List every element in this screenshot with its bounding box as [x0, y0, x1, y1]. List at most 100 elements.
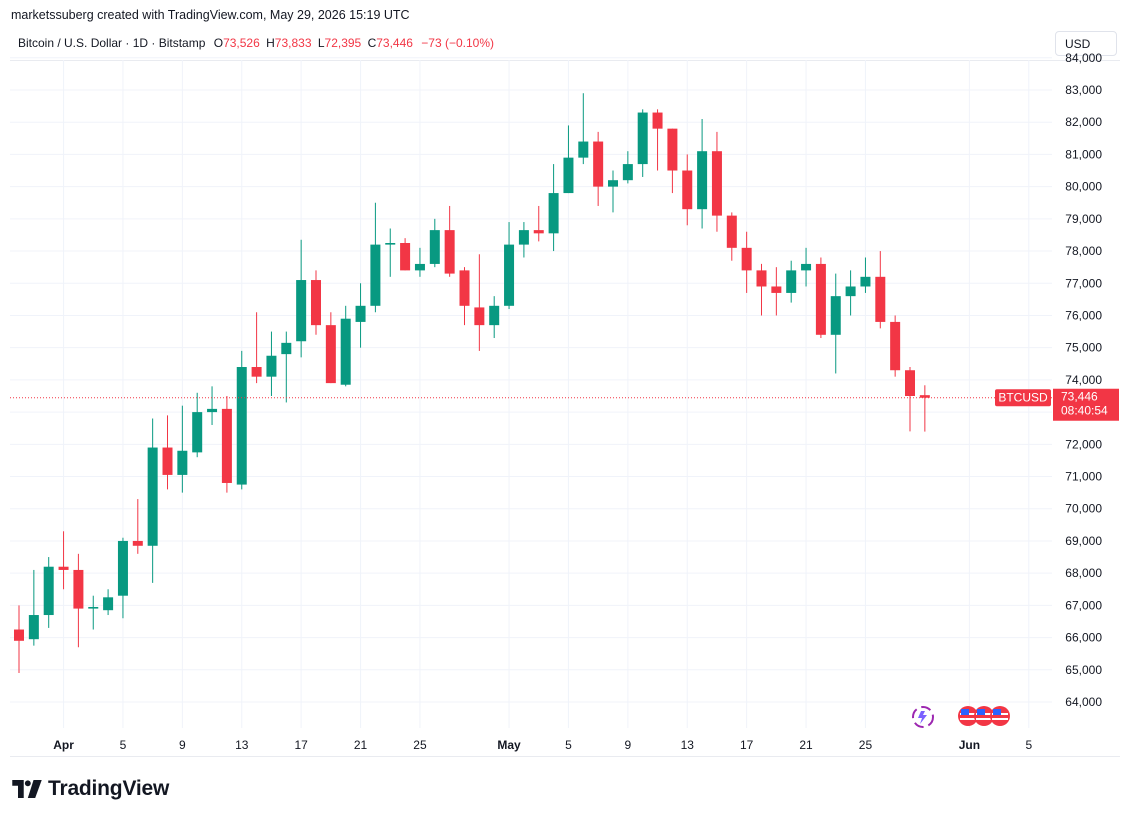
candle[interactable] — [593, 131, 604, 206]
candle[interactable] — [147, 418, 158, 583]
x-tick-label: 17 — [294, 738, 308, 752]
candle[interactable] — [919, 385, 930, 432]
candle-body — [593, 141, 604, 187]
economic-events-icon[interactable] — [912, 706, 934, 728]
candle-body — [192, 412, 203, 453]
candle[interactable] — [296, 239, 307, 358]
price-label-badge: BTCUSD 73,446 08:40:54 — [995, 388, 1119, 421]
candle[interactable] — [340, 305, 351, 387]
candle[interactable] — [132, 499, 143, 554]
candle[interactable] — [14, 605, 24, 674]
price-axis: 64,000 65,000 66,000 67,000 68,000 69,000 70,0… — [1065, 51, 1102, 709]
candle-body — [652, 112, 663, 129]
x-tick-label: 13 — [681, 738, 695, 752]
candle[interactable] — [207, 386, 218, 425]
candle-body — [518, 230, 529, 245]
candle[interactable] — [518, 222, 529, 258]
candle[interactable] — [786, 260, 797, 303]
candle[interactable] — [608, 170, 618, 213]
candle[interactable] — [221, 396, 232, 493]
candle[interactable] — [726, 212, 737, 261]
candle[interactable] — [43, 557, 54, 628]
candle[interactable] — [533, 205, 544, 242]
candle[interactable] — [489, 296, 500, 339]
candle[interactable] — [741, 231, 752, 293]
candle[interactable] — [236, 350, 247, 490]
brand-name: TradingView — [48, 777, 170, 800]
candle-body — [251, 367, 262, 377]
candle[interactable] — [845, 270, 856, 316]
candle[interactable] — [905, 367, 915, 432]
candle[interactable] — [830, 273, 841, 374]
high-value: 73,833 — [274, 36, 312, 50]
candle[interactable] — [622, 151, 633, 184]
candle[interactable] — [88, 595, 99, 630]
candle[interactable] — [325, 312, 336, 384]
candle[interactable] — [890, 315, 901, 377]
candle[interactable] — [756, 263, 767, 316]
candle[interactable] — [697, 118, 708, 229]
candle[interactable] — [311, 270, 321, 335]
candle[interactable] — [266, 331, 277, 396]
y-tick-label: 70,000 — [1065, 502, 1102, 516]
candle-body — [103, 597, 114, 611]
candle[interactable] — [103, 589, 114, 616]
candle-body — [207, 408, 218, 413]
y-tick-label: 69,000 — [1065, 534, 1102, 548]
candle[interactable] — [385, 228, 396, 277]
candle[interactable] — [682, 154, 693, 226]
candle[interactable] — [162, 415, 173, 490]
candle[interactable] — [504, 222, 515, 310]
candle-body — [786, 270, 797, 293]
candle[interactable] — [117, 537, 128, 619]
candle[interactable] — [860, 257, 871, 293]
tradingview-brand[interactable]: TradingView — [12, 776, 169, 802]
candle[interactable] — [444, 205, 455, 277]
candle[interactable] — [177, 405, 188, 493]
x-tick-label: 21 — [354, 738, 368, 752]
candle[interactable] — [474, 254, 485, 351]
candle-body — [697, 151, 708, 210]
candle[interactable] — [815, 257, 826, 339]
candle[interactable] — [711, 131, 722, 232]
y-tick-label: 80,000 — [1065, 180, 1102, 194]
candle[interactable] — [281, 331, 292, 403]
candle[interactable] — [429, 218, 440, 268]
candle[interactable] — [400, 238, 411, 271]
candle[interactable] — [414, 247, 425, 277]
candle[interactable] — [28, 569, 39, 646]
candle-body — [637, 112, 648, 165]
candle[interactable] — [355, 283, 366, 348]
us-flag-icon[interactable] — [958, 706, 1010, 726]
candle[interactable] — [459, 267, 470, 326]
candle[interactable] — [370, 202, 381, 313]
candle[interactable] — [667, 128, 678, 194]
candle[interactable] — [251, 312, 262, 384]
y-tick-label: 81,000 — [1065, 147, 1102, 161]
us-flag-icon — [974, 706, 994, 726]
candle[interactable] — [563, 125, 574, 194]
candle[interactable] — [58, 531, 69, 590]
candle[interactable] — [771, 267, 782, 316]
candle[interactable] — [652, 109, 663, 171]
x-tick-label: May — [497, 738, 521, 752]
candle-body — [221, 408, 232, 483]
price-label-symbol: BTCUSD — [998, 391, 1048, 405]
candle-body — [177, 450, 188, 475]
symbol-title[interactable]: Bitcoin / U.S. Dollar · 1D · Bitstamp — [18, 36, 206, 50]
candle[interactable] — [548, 164, 559, 252]
y-tick-label: 78,000 — [1065, 244, 1102, 258]
candle[interactable] — [637, 109, 648, 177]
currency-button[interactable]: USD — [1055, 31, 1117, 56]
low-value: 72,395 — [324, 36, 362, 50]
candle[interactable] — [801, 247, 812, 287]
candle-body — [726, 215, 737, 248]
candle[interactable] — [578, 93, 589, 165]
candle[interactable] — [875, 251, 886, 329]
candle[interactable] — [73, 553, 84, 648]
candle-body — [296, 280, 307, 342]
y-tick-label: 72,000 — [1065, 437, 1102, 451]
y-tick-label: 77,000 — [1065, 276, 1102, 290]
candle[interactable] — [192, 392, 203, 458]
